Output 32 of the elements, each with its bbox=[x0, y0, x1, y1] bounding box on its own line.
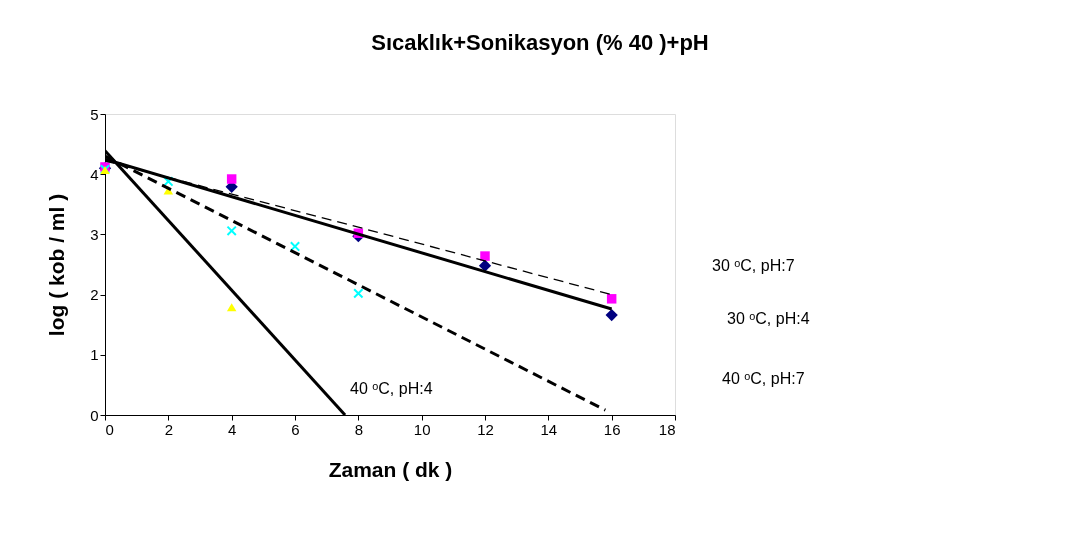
x-tick-label: 14 bbox=[540, 420, 558, 438]
y-tick-label: 1 bbox=[90, 346, 99, 364]
point bbox=[605, 308, 618, 322]
y-tick-label: 5 bbox=[90, 105, 99, 123]
point bbox=[289, 241, 301, 252]
point bbox=[480, 251, 490, 261]
x-tick-label: 18 bbox=[658, 420, 676, 438]
x-axis-title: Zaman ( dk ) bbox=[328, 457, 453, 481]
y-axis-title: log ( kob / ml ) bbox=[45, 193, 69, 337]
point bbox=[353, 288, 364, 299]
point bbox=[226, 303, 237, 312]
chart-title: Sıcaklık+Sonikasyon (% 40 )+pH bbox=[371, 30, 709, 55]
point bbox=[606, 294, 617, 304]
x-tick-label: 8 bbox=[354, 420, 364, 438]
annotation: 40 ᵒC, pH:4 bbox=[350, 380, 433, 397]
point bbox=[163, 176, 174, 187]
x-tick-label: 0 bbox=[105, 420, 114, 438]
x-tick-label: 10 bbox=[413, 420, 431, 438]
y-tick-label: 0 bbox=[90, 406, 99, 424]
point bbox=[226, 225, 237, 236]
text: 40 ᵒC, pH:7 bbox=[722, 370, 805, 387]
y-tick-label: 2 bbox=[90, 286, 99, 304]
y-tick-label: 3 bbox=[90, 225, 99, 243]
y-tick-label: 4 bbox=[90, 165, 99, 183]
text: 30 ᵒC, pH:4 bbox=[727, 310, 810, 327]
point bbox=[226, 174, 237, 184]
x-tick-label: 6 bbox=[291, 420, 300, 438]
x-tick-label: 12 bbox=[477, 420, 494, 438]
x-tick-label: 4 bbox=[227, 420, 237, 438]
x-tick-label: 2 bbox=[164, 420, 174, 438]
x-tick-label: 16 bbox=[603, 420, 621, 438]
text: 30 ᵒC, pH:7 bbox=[712, 257, 795, 274]
